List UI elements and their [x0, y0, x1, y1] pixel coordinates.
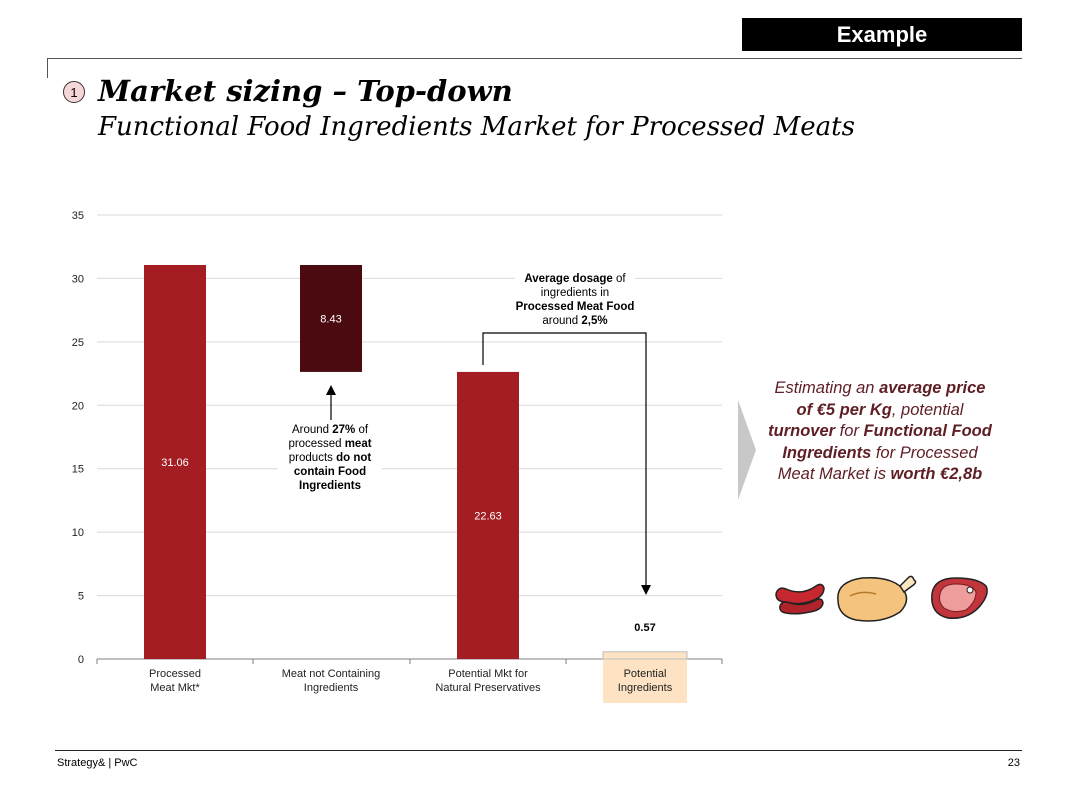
dosage-annotation-run: Processed Meat Food: [515, 301, 635, 313]
dosage-annotation-run: of ingredients in: [540, 273, 626, 299]
share-annotation-run: products: [288, 452, 337, 464]
dosage-annotation-run: 2,5%: [581, 315, 608, 327]
page-title: Market sizing – Top-down: [98, 74, 513, 108]
x-tick-label: Meat Mkt*: [150, 682, 200, 694]
share-annotation-run: contain Food Ingredients: [293, 466, 367, 492]
y-tick-label: 35: [72, 210, 84, 222]
bar: [144, 264, 206, 659]
conclusion-run: worth €2,8b: [890, 465, 983, 483]
conclusion-run: Functional Food Ingredients: [782, 422, 992, 462]
x-tick-label: Ingredients: [304, 682, 359, 694]
conclusion-text: Estimating an average price of €5 per Kg…: [765, 378, 995, 486]
highlight-column-bg: [603, 659, 687, 703]
x-tick-label: Meat not Containing: [282, 668, 380, 680]
conclusion-run: turnover: [768, 422, 836, 440]
header-rule-tick: [47, 58, 48, 78]
conclusion-run: Estimating an: [774, 379, 880, 397]
bar-value-label: 8.43: [320, 313, 341, 325]
share-annotation-run: of processed: [288, 424, 369, 450]
sausage-icon: [775, 583, 825, 615]
share-annotation-run: Around: [291, 424, 333, 436]
y-tick-label: 5: [78, 591, 84, 603]
ham-steak-icon: [931, 577, 988, 619]
conclusion-run: for Processed Meat Market is: [777, 443, 978, 484]
meat-icons: [772, 572, 992, 622]
x-tick-label: Processed: [149, 668, 201, 680]
arrow-head-icon: [326, 385, 336, 395]
dosage-connector-line: [482, 332, 647, 588]
y-tick-label: 0: [78, 654, 84, 666]
bar-value-label: 0.57: [634, 622, 655, 634]
conclusion-run: for: [835, 422, 864, 440]
footer-rule: [55, 750, 1022, 751]
share-annotation-run: 27%: [332, 424, 356, 436]
y-tick-label: 25: [72, 337, 84, 349]
conclusion-run: average price of €5 per Kg: [796, 379, 986, 419]
x-tick-label: Natural Preservatives: [435, 682, 541, 694]
x-tick-label: Potential Mkt for: [448, 668, 528, 680]
arrow-head-icon: [641, 585, 651, 595]
y-tick-label: 10: [72, 527, 84, 539]
bar: [300, 264, 362, 372]
bar: [457, 371, 519, 659]
bar-value-label: 31.06: [161, 457, 189, 469]
x-tick-label: Ingredients: [618, 682, 673, 694]
x-tick-label: Potential: [624, 668, 667, 680]
step-number-badge: 1: [63, 81, 85, 103]
page-subtitle: Functional Food Ingredients Market for P…: [98, 112, 855, 142]
bar: [602, 651, 688, 660]
roast-chicken-icon: [837, 575, 917, 622]
share-annotation: Around 27% of processed meat products do…: [278, 423, 382, 493]
footer-source: Strategy& | PwC: [57, 757, 138, 769]
header-rule: [47, 58, 1022, 59]
share-annotation-run: meat: [344, 438, 372, 450]
example-badge: Example: [742, 18, 1022, 51]
dosage-annotation-run: Average dosage: [524, 273, 613, 285]
y-tick-label: 15: [72, 464, 84, 476]
y-tick-label: 30: [72, 273, 84, 285]
conclusion-run: , potential: [891, 400, 964, 419]
y-tick-label: 20: [72, 400, 84, 412]
dosage-annotation: Average dosage of ingredients in Process…: [515, 272, 635, 328]
share-annotation-run: do not: [336, 452, 372, 464]
bar-value-label: 22.63: [474, 510, 502, 522]
dosage-annotation-run: around: [542, 315, 582, 327]
page-number: 23: [1007, 757, 1020, 769]
